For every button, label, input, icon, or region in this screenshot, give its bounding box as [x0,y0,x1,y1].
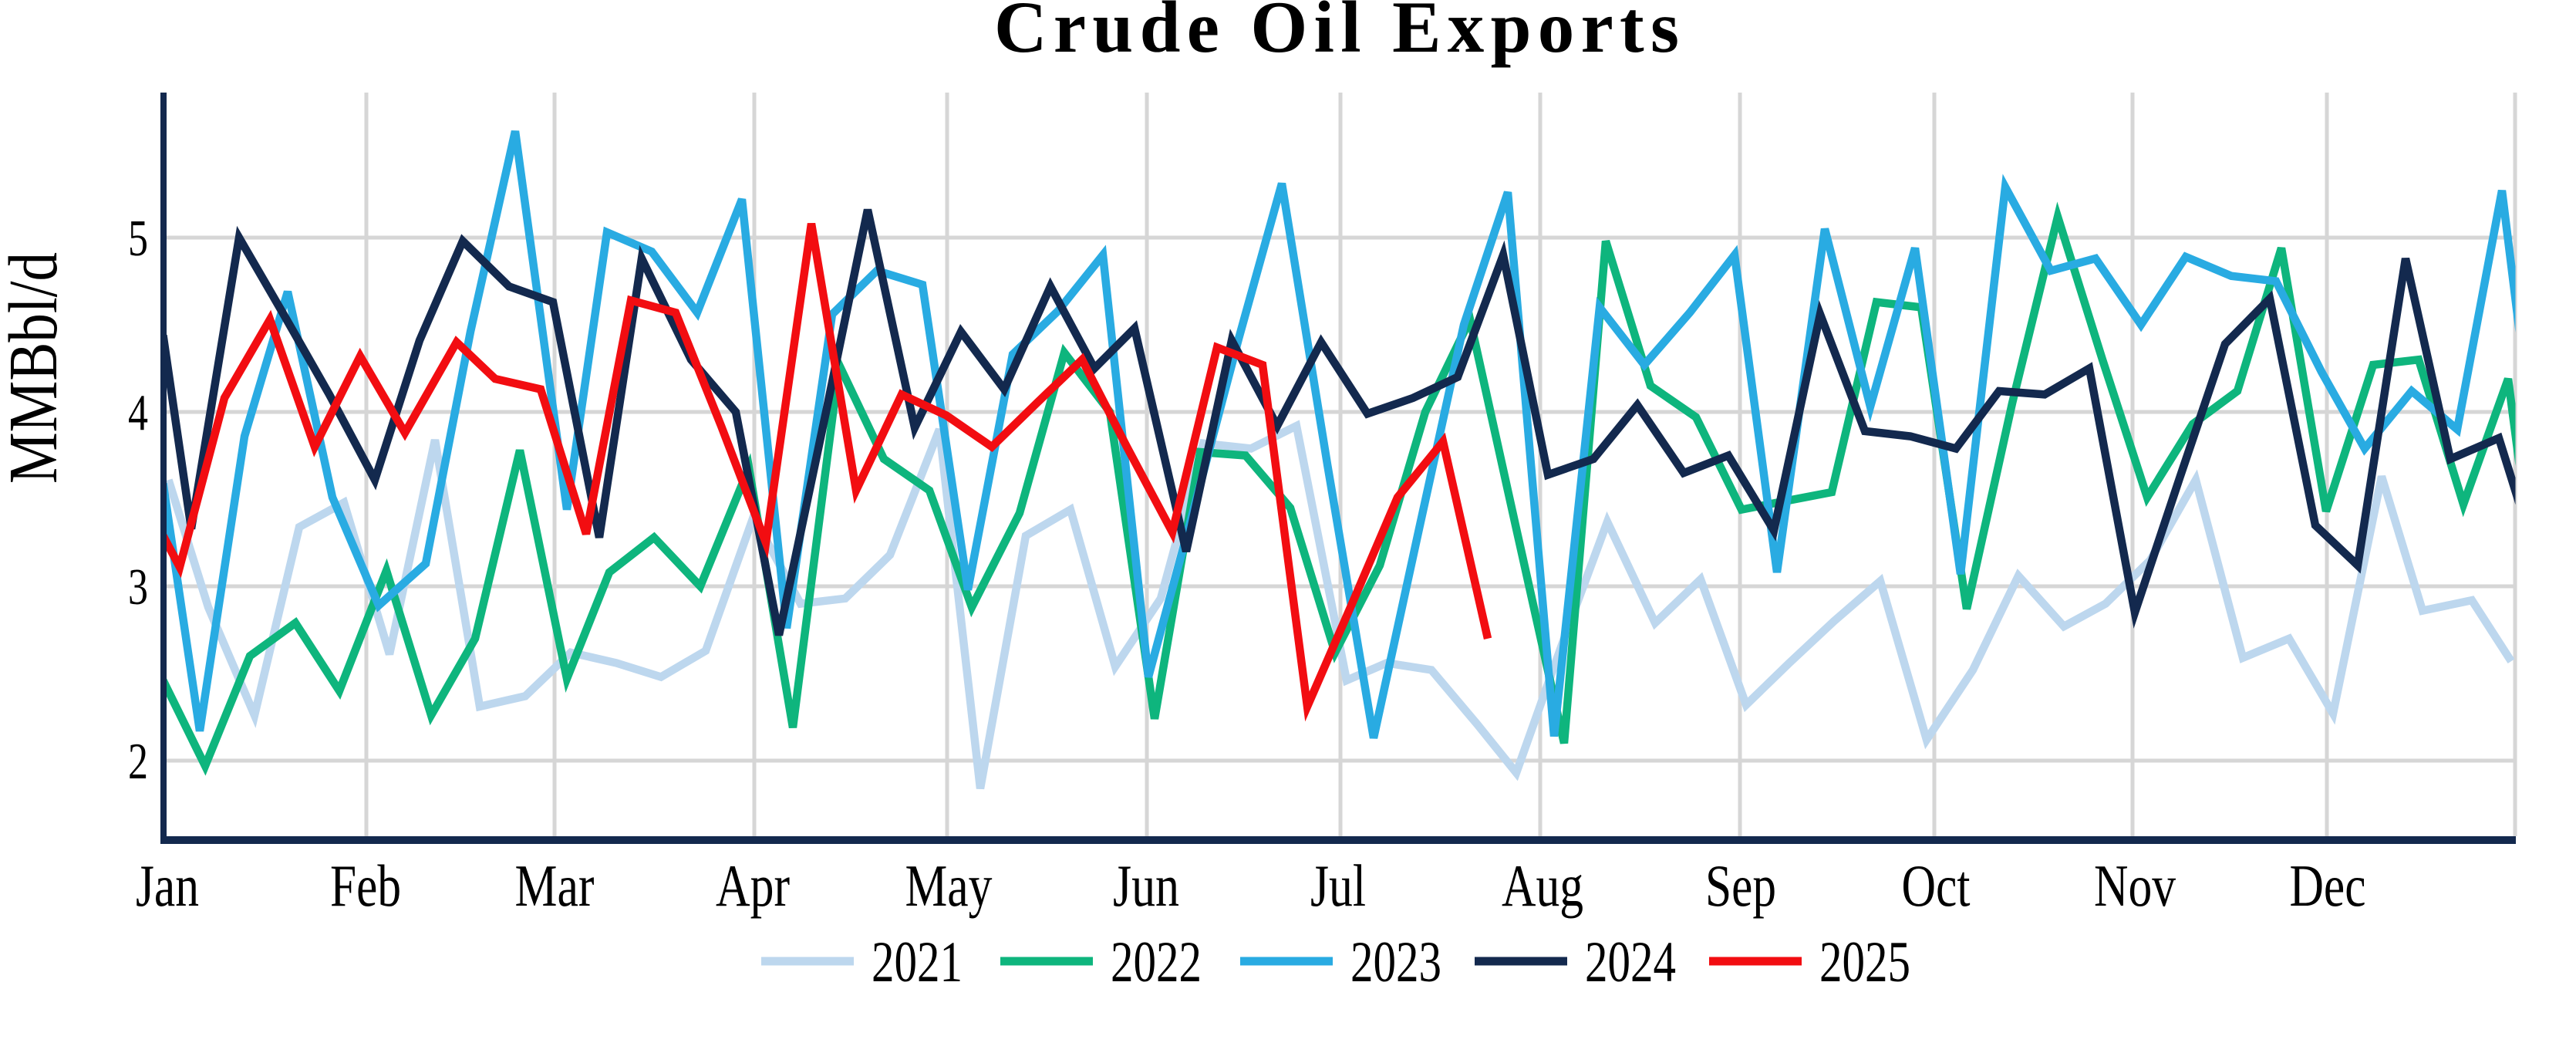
svg-text:2021: 2021 [872,930,963,994]
svg-text:Jul: Jul [1310,852,1366,919]
svg-text:Dec: Dec [2290,852,2366,919]
svg-text:3: 3 [128,559,148,616]
svg-text:Sep: Sep [1705,852,1776,919]
svg-text:2022: 2022 [1111,930,1202,994]
svg-text:Jun: Jun [1113,852,1179,919]
svg-text:2: 2 [128,733,148,790]
svg-text:May: May [905,852,993,919]
svg-text:4: 4 [128,384,148,441]
svg-text:2024: 2024 [1585,930,1676,994]
svg-text:Oct: Oct [1902,852,1971,919]
svg-text:Mar: Mar [515,852,595,919]
svg-text:Apr: Apr [716,852,790,919]
svg-text:5: 5 [128,210,148,267]
svg-text:2025: 2025 [1819,930,1910,994]
svg-text:Nov: Nov [2094,852,2176,919]
svg-text:Feb: Feb [330,852,401,919]
svg-text:2023: 2023 [1350,930,1441,994]
svg-text:MMBbl/d: MMBbl/d [0,252,72,484]
svg-text:Jan: Jan [136,852,199,919]
svg-text:Aug: Aug [1502,852,1583,919]
